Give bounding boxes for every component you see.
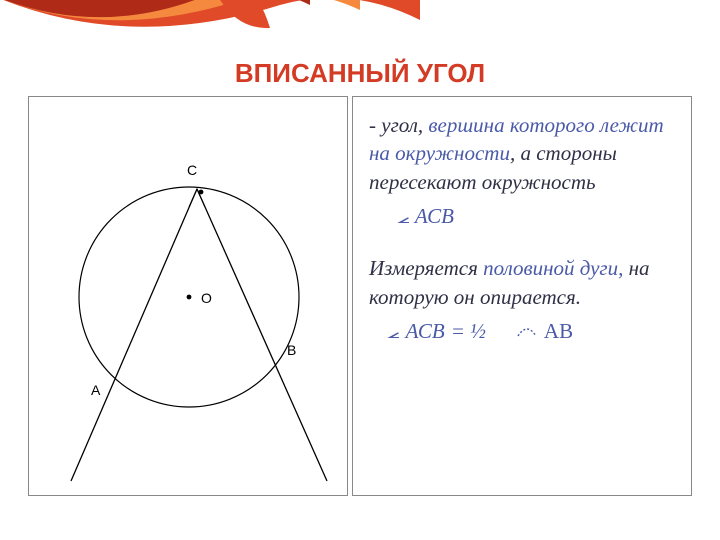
- definition-block: - угол, вершина которого лежит на окружн…: [369, 111, 679, 196]
- measure-prefix: Измеряется: [369, 256, 483, 280]
- label-c: С: [187, 162, 197, 178]
- angle-name: АСВ: [415, 204, 454, 228]
- diagram-svg: /*placeholder to keep structure; real bi…: [29, 97, 349, 497]
- center-dot: [187, 295, 192, 300]
- measure-highlight: половиной дуги,: [483, 256, 623, 280]
- angle-symbol-placeholder: ⦟: [397, 204, 415, 228]
- diagram-ray-right: [197, 189, 327, 481]
- page-title: ВПИСАННЫЙ УГОЛ: [0, 58, 720, 89]
- measure-block: Измеряется половиной дуги, на которую он…: [369, 254, 679, 311]
- formula-angle-symbol: ⦟: [387, 317, 400, 345]
- angle-name-line: ⦟ АСВ: [369, 202, 679, 230]
- text-panel: - угол, вершина которого лежит на окружн…: [352, 96, 692, 496]
- label-a: А: [91, 382, 101, 398]
- spacer: [369, 236, 679, 254]
- formula-line: ⦟ АСВ = ½ АВ: [369, 317, 679, 345]
- decorative-ribbon: [0, 0, 720, 60]
- formula-angle-name: АСВ: [406, 317, 445, 345]
- diagram-ray-left: [71, 189, 197, 481]
- label-o: О: [201, 290, 212, 306]
- def-prefix: - угол,: [369, 113, 428, 137]
- label-b: В: [287, 342, 296, 358]
- point-c-dot: [199, 190, 204, 195]
- arc-label: АВ: [544, 317, 573, 345]
- arc-icon: [516, 317, 538, 345]
- diagram-panel: /*placeholder to keep structure; real bi…: [28, 96, 348, 496]
- content-row: /*placeholder to keep structure; real bi…: [28, 96, 692, 496]
- formula-eq: = ½: [451, 317, 486, 345]
